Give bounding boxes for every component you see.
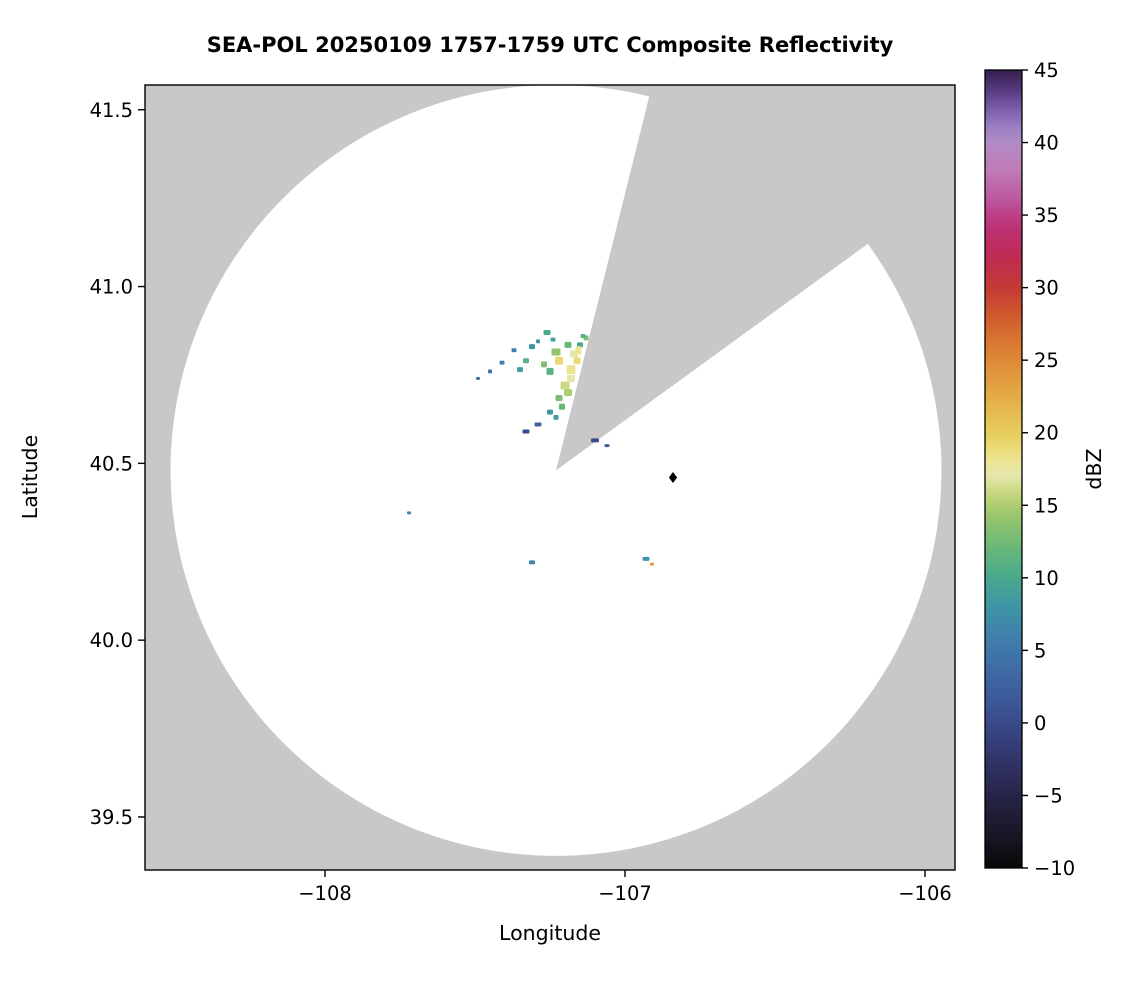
colorbar-tick-label: 30 (1034, 277, 1059, 300)
echo-cell (604, 444, 610, 448)
echo-cell (560, 381, 570, 390)
echo-cell (555, 394, 563, 401)
echo-cell (522, 429, 530, 434)
echo-cell (566, 365, 576, 375)
colorbar-tick-label: 45 (1034, 59, 1059, 82)
y-axis-label: Latitude (18, 434, 42, 520)
echo-cell (564, 341, 572, 348)
echo-cell (543, 330, 551, 336)
colorbar-tick-label: 35 (1034, 204, 1059, 227)
radar-field (170, 85, 955, 856)
x-tick-label: −106 (898, 882, 952, 905)
echo-cell (564, 389, 572, 397)
echo-cell (555, 356, 563, 365)
colorbar-tick-label: 20 (1034, 422, 1059, 445)
colorbar-tick-label: 15 (1034, 494, 1059, 517)
x-tick-label: −107 (598, 882, 652, 905)
chart-title: SEA-POL 20250109 1757-1759 UTC Composite… (206, 33, 894, 57)
echo-cell (499, 360, 505, 365)
colorbar (984, 69, 1023, 869)
site-marker-diamond (668, 472, 678, 483)
echo-cell (577, 342, 583, 348)
colorbar-label: dBZ (1082, 448, 1106, 490)
echo-cell (642, 556, 650, 561)
colorbar-tick-label: 40 (1034, 132, 1059, 155)
y-tick-label: 39.5 (90, 806, 133, 829)
echo-cell (407, 511, 411, 515)
echo-cell (529, 560, 535, 565)
y-tick-label: 40.0 (90, 629, 133, 652)
echo-cell (573, 357, 581, 365)
echo-cell (650, 562, 654, 566)
x-tick-label: −108 (298, 882, 352, 905)
echo-cell (553, 414, 559, 420)
echo-cell (488, 369, 492, 374)
echo-cell (559, 403, 565, 410)
axes-spines (144, 84, 956, 871)
y-tick-label: 41.0 (90, 276, 133, 299)
echo-cell (547, 409, 553, 415)
colorbar-tick-label: 10 (1034, 567, 1059, 590)
echo-cell (511, 348, 517, 353)
echo-cell (550, 337, 556, 342)
y-tick-label: 40.5 (90, 452, 133, 475)
blocked-sector-wedge (556, 85, 955, 471)
echo-cell (575, 346, 582, 355)
y-tick-label: 41.5 (90, 99, 133, 122)
colorbar-tick-label: 25 (1034, 349, 1059, 372)
echo-cell (476, 376, 480, 380)
colorbar-tick-label: 5 (1034, 639, 1046, 662)
echo-cell (567, 374, 575, 382)
echo-cell (536, 339, 540, 344)
echo-cell (580, 334, 586, 339)
echo-cell (541, 361, 547, 368)
echo-cell (546, 367, 554, 375)
echo-cell (517, 367, 523, 373)
echo-cell (591, 438, 599, 443)
colorbar-tick-label: −5 (1034, 784, 1063, 807)
echo-cell (529, 344, 535, 350)
colorbar-tick-label: −10 (1034, 857, 1075, 880)
x-axis-label: Longitude (499, 921, 601, 945)
echo-cell (551, 348, 561, 356)
echo-cell (523, 358, 529, 364)
colorbar-tick-label: 0 (1034, 712, 1046, 735)
echo-cell (534, 422, 542, 427)
